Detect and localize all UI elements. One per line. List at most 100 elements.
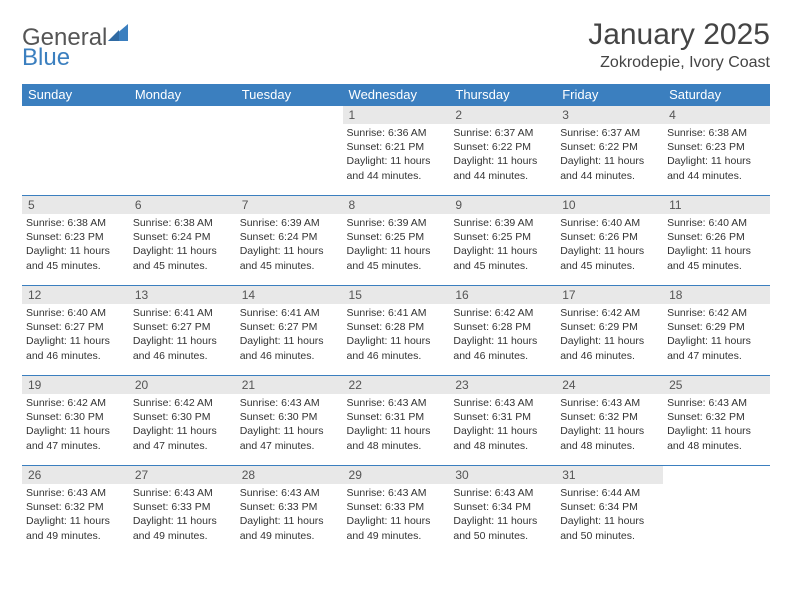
day-details: Sunrise: 6:40 AMSunset: 6:26 PMDaylight:…: [663, 214, 770, 275]
day-details: Sunrise: 6:38 AM Sunset: 6:23 PM Daylight:…: [663, 124, 770, 185]
sunset-line: Sunset: 6:25 PM: [347, 231, 425, 243]
sunset-line: Sunset: 6:23 PM: [26, 231, 104, 243]
sunset-line: Sunset: 6:27 PM: [26, 321, 104, 333]
day-cell: 19Sunrise: 6:42 AMSunset: 6:30 PMDayligh…: [22, 376, 129, 466]
day-details: Sunrise: 6:39 AM Sunset: 6:25 PM Daylight:…: [343, 214, 450, 275]
day-cell: 16Sunrise: 6:42 AMSunset: 6:28 PMDayligh…: [449, 286, 556, 376]
day-cell: 4Sunrise: 6:38 AMSunset: 6:23 PMDaylight…: [663, 106, 770, 196]
sunrise-line: Sunrise: 6:43 AM: [453, 487, 533, 499]
day-cell: 31Sunrise: 6:44 AMSunset: 6:34 PMDayligh…: [556, 466, 663, 556]
day-cell: 7Sunrise: 6:39 AMSunset: 6:24 PMDaylight…: [236, 196, 343, 286]
sunrise-line: Sunrise: 6:43 AM: [453, 397, 533, 409]
dow-sunday: Sunday: [22, 84, 129, 106]
sunset-line: Sunset: 6:34 PM: [453, 501, 531, 513]
day-cell: 1Sunrise: 6:36 AMSunset: 6:21 PMDaylight…: [343, 106, 450, 196]
location: Zokrodepie, Ivory Coast: [588, 54, 770, 72]
day-number: 5: [22, 196, 129, 214]
day-details: Sunrise: 6:39 AMSunset: 6:24 PMDaylight:…: [236, 214, 343, 275]
daylight-line: Daylight: 11 hours and 45 minutes.: [667, 245, 751, 271]
week-row: 19Sunrise: 6:42 AMSunset: 6:30 PMDayligh…: [22, 376, 770, 466]
daylight-line: Daylight: 11 hours and 44 minutes.: [667, 155, 751, 181]
day-details: Sunrise: 6:43 AMSunset: 6:31 PMDaylight:…: [343, 394, 450, 455]
sunset-line: Sunset: 6:32 PM: [560, 411, 638, 423]
day-cell: 3Sunrise: 6:37 AMSunset: 6:22 PMDaylight…: [556, 106, 663, 196]
dow-monday: Monday: [129, 84, 236, 106]
day-number: 29: [343, 466, 450, 484]
daylight-line: Daylight: 11 hours and 45 minutes.: [453, 245, 537, 271]
day-details: Sunrise: 6:43 AMSunset: 6:31 PMDaylight:…: [449, 394, 556, 455]
dow-tuesday: Tuesday: [236, 84, 343, 106]
daylight-line: Daylight: 11 hours and 46 minutes.: [240, 335, 324, 361]
day-number: 31: [556, 466, 663, 484]
day-number: 11: [663, 196, 770, 214]
sunrise-line: Sunrise: 6:43 AM: [240, 397, 320, 409]
day-cell: 2Sunrise: 6:37 AMSunset: 6:22 PMDaylight…: [449, 106, 556, 196]
day-number: 27: [129, 466, 236, 484]
day-details: Sunrise: 6:37 AMSunset: 6:22 PMDaylight:…: [449, 124, 556, 185]
sunrise-line: Sunrise: 6:39 AM: [453, 217, 533, 229]
day-details: Sunrise: 6:43 AMSunset: 6:33 PMDaylight:…: [129, 484, 236, 545]
calendar-body: 1Sunrise: 6:36 AMSunset: 6:21 PMDaylight…: [22, 106, 770, 556]
day-details: Sunrise: 6:41 AMSunset: 6:28 PMDaylight:…: [343, 304, 450, 365]
day-cell: [22, 106, 129, 196]
daylight-line: Daylight: 11 hours and 47 minutes.: [240, 425, 324, 451]
sunrise-line: Sunrise: 6:41 AM: [240, 307, 320, 319]
sunset-line: Sunset: 6:29 PM: [667, 321, 745, 333]
day-cell: 20Sunrise: 6:42 AMSunset: 6:30 PMDayligh…: [129, 376, 236, 466]
day-details: Sunrise: 6:42 AMSunset: 6:30 PMDaylight:…: [22, 394, 129, 455]
day-number: 9: [449, 196, 556, 214]
day-details: Sunrise: 6:43 AMSunset: 6:32 PMDaylight:…: [22, 484, 129, 545]
sunrise-line: Sunrise: 6:38 AM: [133, 217, 213, 229]
sunset-line: Sunset: 6:28 PM: [347, 321, 425, 333]
sunrise-line: Sunrise: 6:43 AM: [26, 487, 106, 499]
sunrise-line: Sunrise: 6:43 AM: [667, 397, 747, 409]
sunrise-line: Sunrise: 6:43 AM: [347, 397, 427, 409]
day-details: Sunrise: 6:40 AMSunset: 6:27 PMDaylight:…: [22, 304, 129, 365]
month-title: January 2025: [588, 18, 770, 52]
dow-thursday: Thursday: [449, 84, 556, 106]
day-cell: 14Sunrise: 6:41 AMSunset: 6:27 PMDayligh…: [236, 286, 343, 376]
daylight-line: Daylight: 11 hours and 46 minutes.: [560, 335, 644, 361]
day-cell: 23Sunrise: 6:43 AMSunset: 6:31 PMDayligh…: [449, 376, 556, 466]
daylight-line: Daylight: 11 hours and 45 minutes.: [347, 245, 431, 271]
sunrise-line: Sunrise: 6:43 AM: [347, 487, 427, 499]
day-cell: 8Sunrise: 6:39 AMSunset: 6:25 PMDaylight…: [343, 196, 450, 286]
day-cell: 17Sunrise: 6:42 AMSunset: 6:29 PMDayligh…: [556, 286, 663, 376]
daylight-line: Daylight: 11 hours and 45 minutes.: [240, 245, 324, 271]
day-number: 7: [236, 196, 343, 214]
sunset-line: Sunset: 6:22 PM: [453, 141, 531, 153]
day-details: Sunrise: 6:44 AMSunset: 6:34 PMDaylight:…: [556, 484, 663, 545]
day-cell: 22Sunrise: 6:43 AMSunset: 6:31 PMDayligh…: [343, 376, 450, 466]
day-cell: 12Sunrise: 6:40 AMSunset: 6:27 PMDayligh…: [22, 286, 129, 376]
sunset-line: Sunset: 6:31 PM: [453, 411, 531, 423]
sunrise-line: Sunrise: 6:44 AM: [560, 487, 640, 499]
day-details: Sunrise: 6:38 AMSunset: 6:23 PMDaylight:…: [22, 214, 129, 275]
daylight-line: Daylight: 11 hours and 47 minutes.: [667, 335, 751, 361]
day-cell: 24Sunrise: 6:43 AMSunset: 6:32 PMDayligh…: [556, 376, 663, 466]
day-number: 20: [129, 376, 236, 394]
daylight-line: Daylight: 11 hours and 49 minutes.: [240, 515, 324, 541]
daylight-line: Daylight: 11 hours and 44 minutes.: [347, 155, 431, 181]
day-details: Sunrise: 6:41 AMSunset: 6:27 PMDaylight:…: [129, 304, 236, 365]
day-details: Sunrise: 6:43 AM Sunset: 6:34 PM Daylight:…: [449, 484, 556, 545]
sunrise-line: Sunrise: 6:39 AM: [347, 217, 427, 229]
sunrise-line: Sunrise: 6:41 AM: [133, 307, 213, 319]
daylight-line: Daylight: 11 hours and 45 minutes.: [26, 245, 110, 271]
calendar-table: Sunday Monday Tuesday Wednesday Thursday…: [22, 84, 770, 556]
day-details: Sunrise: 6:43 AMSunset: 6:30 PMDaylight:…: [236, 394, 343, 455]
day-details: Sunrise: 6:39 AMSunset: 6:25 PMDaylight:…: [449, 214, 556, 275]
week-row: 5Sunrise: 6:38 AMSunset: 6:23 PMDaylight…: [22, 196, 770, 286]
sunrise-line: Sunrise: 6:41 AM: [347, 307, 427, 319]
day-details: Sunrise: 6:41 AMSunset: 6:27 PMDaylight:…: [236, 304, 343, 365]
sunrise-line: Sunrise: 6:38 AM: [667, 127, 747, 139]
sunset-line: Sunset: 6:22 PM: [560, 141, 638, 153]
day-number: 6: [129, 196, 236, 214]
daylight-line: Daylight: 11 hours and 50 minutes.: [453, 515, 537, 541]
sunset-line: Sunset: 6:23 PM: [667, 141, 745, 153]
daylight-line: Daylight: 11 hours and 50 minutes.: [560, 515, 644, 541]
week-row: 1Sunrise: 6:36 AMSunset: 6:21 PMDaylight…: [22, 106, 770, 196]
day-details: Sunrise: 6:43 AMSunset: 6:32 PMDaylight:…: [556, 394, 663, 455]
flag-icon: [107, 22, 129, 44]
sunrise-line: Sunrise: 6:37 AM: [453, 127, 533, 139]
dow-wednesday: Wednesday: [343, 84, 450, 106]
